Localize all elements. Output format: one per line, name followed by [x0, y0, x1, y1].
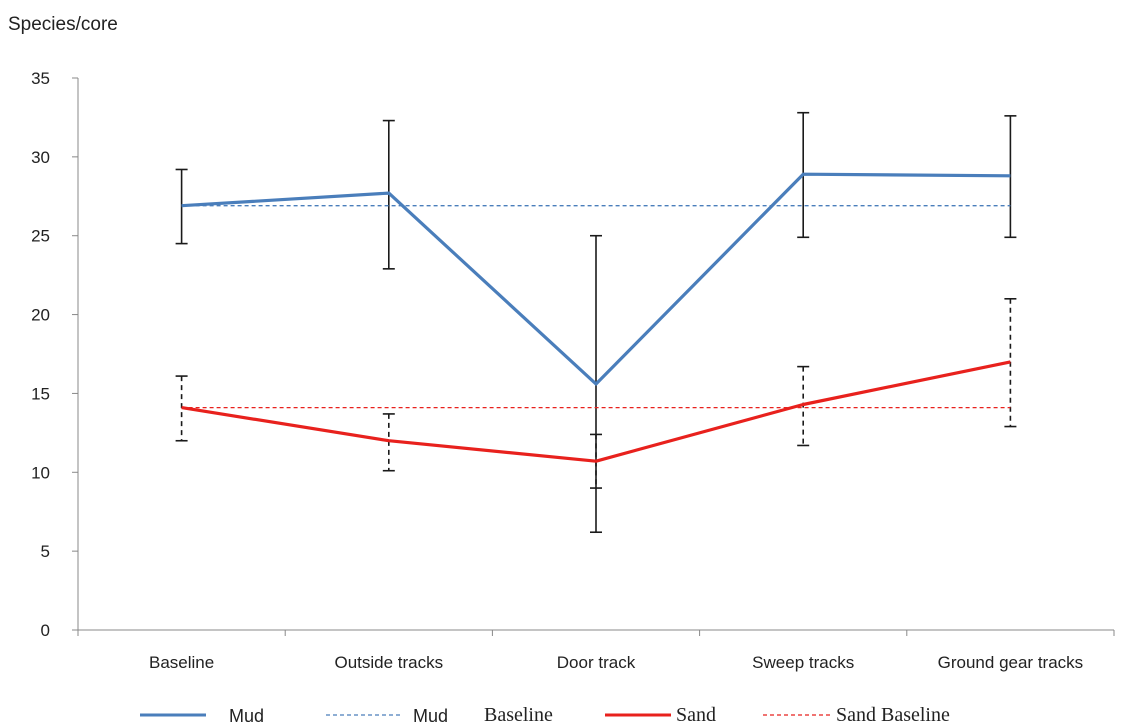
y-tick-label: 10	[31, 463, 50, 482]
y-tick-label: 30	[31, 148, 50, 167]
x-tick-label: Baseline	[149, 653, 214, 672]
legend-label-mud-baseline-b: Baseline	[484, 704, 553, 726]
series-line-mud	[181, 172, 1011, 386]
x-tick-label: Ground gear tracks	[938, 653, 1084, 672]
legend-label-sand: Sand	[676, 704, 716, 726]
y-tick-label: 5	[41, 542, 50, 561]
legend: Mud Mud Baseline Sand Sand Baseline	[140, 704, 950, 726]
y-tick-label: 15	[31, 384, 50, 403]
y-tick-label: 25	[31, 227, 50, 246]
series-line-sand	[181, 360, 1011, 463]
legend-label-sand-baseline: Sand Baseline	[836, 704, 950, 726]
y-tick-label: 35	[31, 69, 50, 88]
legend-label-mud: Mud	[229, 706, 264, 726]
axes: 0 5 10 15 20 25 30 35 Baseline Outside tracks Door…	[31, 69, 1115, 672]
x-tick-label: Door track	[557, 653, 636, 672]
legend-label-mud-baseline-a: Mud	[413, 706, 448, 726]
x-tick-label: Sweep tracks	[752, 653, 854, 672]
y-tick-label: 20	[31, 306, 50, 325]
x-tick-label: Outside tracks	[334, 653, 443, 672]
series-lines	[181, 172, 1011, 463]
y-axis-title: Species/core	[8, 14, 118, 35]
y-tick-label: 0	[41, 621, 50, 640]
